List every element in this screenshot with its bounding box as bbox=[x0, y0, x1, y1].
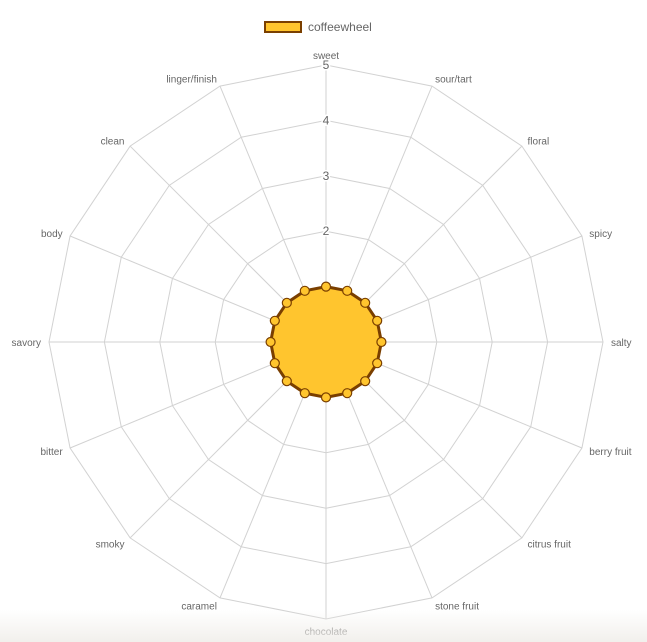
axis-label: body bbox=[41, 229, 63, 240]
data-point bbox=[320, 392, 332, 403]
data-point bbox=[320, 281, 332, 292]
axis-label: bitter bbox=[40, 447, 63, 458]
data-point bbox=[269, 358, 280, 369]
data-point bbox=[281, 376, 292, 387]
axis-label: citrus fruit bbox=[528, 540, 572, 551]
tick-label: 3 bbox=[323, 169, 330, 183]
axis-label: clean bbox=[101, 136, 125, 147]
data-point bbox=[360, 376, 371, 387]
data-point bbox=[376, 336, 387, 348]
axis-label: berry fruit bbox=[589, 447, 631, 458]
axis-label: sour/tart bbox=[435, 75, 472, 86]
axis-label: linger/finish bbox=[166, 75, 217, 86]
axis-label: salty bbox=[611, 338, 632, 349]
axis-label: sweet bbox=[313, 51, 339, 62]
tick-label: 4 bbox=[323, 113, 330, 127]
axis-label: stone fruit bbox=[435, 601, 479, 612]
legend[interactable]: coffeewheel bbox=[264, 20, 372, 34]
tick-label: 5 bbox=[323, 58, 330, 72]
data-point bbox=[265, 336, 276, 348]
legend-label: coffeewheel bbox=[308, 20, 372, 34]
data-point bbox=[372, 315, 383, 326]
data-point bbox=[342, 285, 353, 296]
data-point bbox=[372, 358, 383, 369]
tick-label: 2 bbox=[323, 224, 330, 238]
axis-label: savory bbox=[12, 338, 41, 349]
axis-label: caramel bbox=[181, 601, 217, 612]
data-point bbox=[299, 388, 310, 399]
data-point bbox=[299, 285, 310, 296]
axis-label: chocolate bbox=[305, 627, 348, 638]
axis-label: smoky bbox=[96, 540, 125, 551]
axis-label: floral bbox=[528, 136, 550, 147]
data-point bbox=[360, 297, 371, 308]
data-point bbox=[342, 388, 353, 399]
axis-label: spicy bbox=[589, 229, 612, 240]
data-point bbox=[269, 315, 280, 326]
legend-swatch bbox=[264, 21, 302, 33]
data-point bbox=[281, 297, 292, 308]
